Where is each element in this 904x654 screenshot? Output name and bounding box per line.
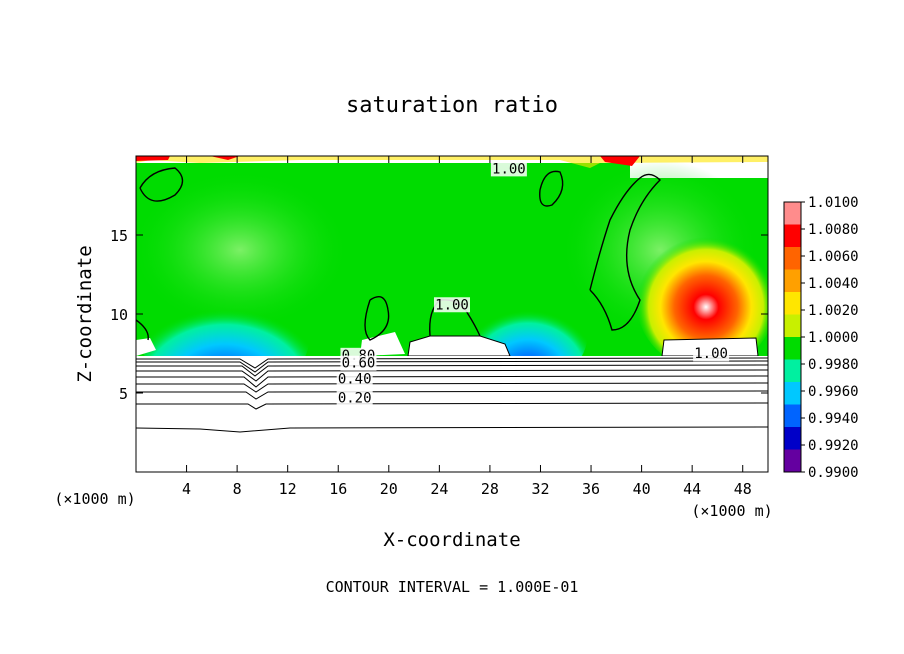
below-cloud-base	[136, 356, 768, 472]
contour-label-bg	[336, 371, 373, 387]
y-tick-label: 15	[110, 227, 128, 245]
colorbar-tick-label: 1.0060	[808, 249, 859, 265]
contour-interval-note: CONTOUR INTERVAL = 1.000E-01	[326, 578, 579, 596]
y-axis-ticks: 5 10 15	[110, 227, 768, 403]
x-tick-label: 36	[582, 480, 600, 498]
colorbar-swatch	[784, 224, 801, 248]
x-tick-label: 32	[531, 480, 549, 498]
supersaturated-hotspot	[636, 230, 768, 370]
plot-field	[136, 156, 768, 472]
x-tick-label: 12	[279, 480, 297, 498]
contour-label: 1.00	[694, 346, 728, 362]
x-tick-label: 44	[683, 480, 701, 498]
colorbar-tick-label: 0.9960	[808, 384, 859, 400]
colorbar-tick-label: 1.0040	[808, 276, 859, 292]
colorbar-tick-label: 0.9940	[808, 411, 859, 427]
colorbar-swatch	[784, 404, 801, 428]
x-axis-label: X-coordinate	[383, 529, 520, 551]
colorbar-swatch	[784, 292, 801, 315]
contour-label-bg	[434, 297, 470, 313]
contour-label: 1.00	[435, 297, 469, 313]
y-tick-label: 5	[119, 385, 128, 403]
isolines-below-base	[136, 357, 768, 433]
colorbar-tick-label: 1.0020	[808, 303, 859, 319]
x-tick-label: 24	[430, 480, 448, 498]
colorbar-swatch	[784, 427, 801, 450]
x-tick-label: 40	[633, 480, 651, 498]
x-tick-label: 48	[734, 480, 752, 498]
colorbar-swatch	[784, 247, 801, 270]
contour-label-bg	[336, 390, 373, 406]
contour-label: 0.40	[338, 372, 372, 388]
contour-labels: 1.001.001.000.800.600.400.20	[336, 161, 730, 406]
colorbar-tick-label: 1.0100	[808, 195, 859, 211]
contour-label: 0.20	[338, 390, 372, 406]
contour-label-bg	[693, 346, 730, 362]
x-tick-label: 28	[481, 480, 499, 498]
y-tick-label: 10	[110, 306, 128, 324]
x-unit-left: (×1000 m)	[54, 490, 135, 508]
chart-title: saturation ratio	[346, 93, 558, 118]
colorbar-swatch	[784, 449, 801, 473]
x-tick-label: 4	[182, 480, 191, 498]
x-tick-label: 16	[329, 480, 347, 498]
colorbar-swatch	[784, 314, 801, 338]
colorbar-swatch	[784, 202, 801, 225]
colorbar-swatch	[784, 337, 801, 360]
colorbar-tick-label: 0.9920	[808, 438, 859, 454]
contour-label-bg	[490, 161, 527, 177]
colorbar-tick-label: 0.9900	[808, 465, 859, 481]
x-tick-label: 20	[380, 480, 398, 498]
x-unit-right: (×1000 m)	[691, 502, 772, 520]
x-axis-ticks: 4 8 12 16 20 24 28 32 36 40 44 48	[182, 156, 752, 498]
cloud-patch-left	[136, 338, 156, 356]
colorbar: 1.0100 1.0080 1.0060 1.0040 1.0020 1.0000 0.99…	[783, 195, 859, 481]
colorbar-tick-label: 1.0080	[808, 222, 859, 238]
y-axis-label: Z-coordinate	[74, 245, 96, 382]
contour-label: 1.00	[492, 161, 526, 177]
colorbar-swatch	[784, 359, 801, 383]
colorbar-tick-label: 1.0000	[808, 330, 859, 346]
colorbar-tick-label: 0.9980	[808, 357, 859, 373]
contour-label-bg	[340, 355, 377, 371]
contour-label: 0.60	[342, 356, 376, 372]
colorbar-swatch	[784, 269, 801, 293]
x-tick-label: 8	[233, 480, 242, 498]
colorbar-swatch	[784, 382, 801, 405]
